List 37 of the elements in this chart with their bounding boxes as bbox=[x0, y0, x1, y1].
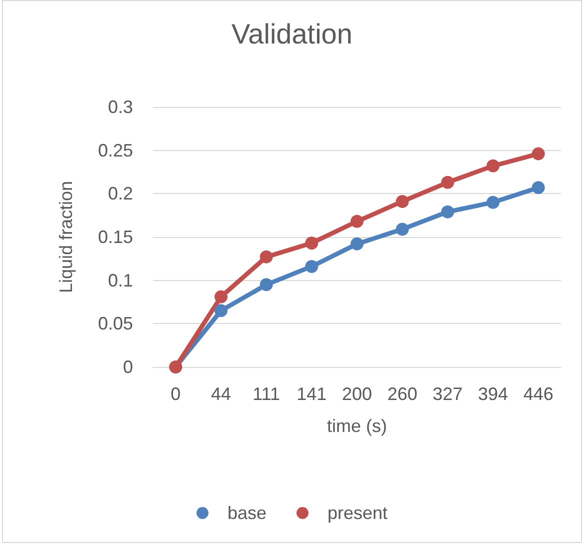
legend-label: base bbox=[227, 503, 267, 523]
point bbox=[305, 260, 318, 273]
x-tick-label: 327 bbox=[432, 384, 463, 404]
point bbox=[260, 278, 273, 292]
y-tick-label: 0 bbox=[122, 357, 133, 377]
x-tick-label: 111 bbox=[252, 384, 280, 404]
legend-label: present bbox=[327, 503, 388, 523]
x-tick-label: 394 bbox=[478, 384, 508, 404]
y-tick-label: 0.15 bbox=[98, 227, 133, 247]
x-tick-label: 260 bbox=[387, 384, 418, 404]
point bbox=[305, 236, 318, 250]
point bbox=[396, 194, 409, 208]
point bbox=[441, 205, 454, 218]
x-tick-label: 44 bbox=[210, 384, 232, 404]
point bbox=[486, 196, 500, 209]
point bbox=[532, 181, 545, 194]
x-axis-title: time (s) bbox=[327, 416, 387, 436]
point bbox=[214, 304, 228, 318]
point bbox=[260, 250, 273, 264]
x-tick-label: 446 bbox=[523, 384, 554, 404]
point bbox=[486, 159, 500, 172]
x-tick-label: 141 bbox=[296, 384, 327, 404]
point bbox=[532, 147, 545, 160]
y-axis-title: Liquid fraction bbox=[56, 180, 76, 294]
chart-title: Validation bbox=[232, 18, 352, 50]
point bbox=[350, 237, 364, 250]
point bbox=[214, 290, 228, 304]
y-tick-label: 0.2 bbox=[108, 184, 133, 204]
y-tick-label: 0.3 bbox=[108, 97, 133, 117]
x-tick-label: 0 bbox=[170, 384, 181, 404]
point bbox=[350, 214, 364, 228]
y-tick-label: 0.05 bbox=[98, 314, 133, 334]
point bbox=[441, 176, 454, 189]
point bbox=[396, 222, 409, 236]
y-tick-label: 0.1 bbox=[108, 270, 133, 290]
x-tick-label: 200 bbox=[342, 384, 372, 404]
y-tick-label: 0.25 bbox=[98, 140, 133, 160]
